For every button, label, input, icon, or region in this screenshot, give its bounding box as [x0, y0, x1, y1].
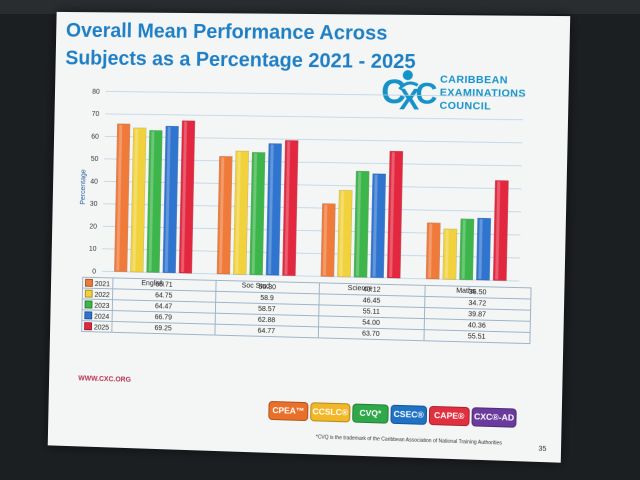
bar-maths-2022	[443, 229, 457, 280]
website-link[interactable]: WWW.CXC.ORG	[78, 375, 131, 383]
table-cell: 63.70	[318, 327, 423, 341]
bar-maths-2021	[426, 223, 440, 279]
badge-0: CPEA™	[268, 401, 308, 421]
bar-science-2022	[337, 190, 352, 277]
bar-soc-stud-2022	[233, 151, 248, 275]
bar-english-2024	[163, 126, 179, 273]
badge-5: CXC®-AD	[471, 407, 516, 428]
table-row-label: 2021	[83, 277, 113, 289]
table-row-label: 2025	[82, 321, 112, 333]
slide: Overall Mean Performance Across Subjects…	[48, 12, 571, 463]
legend-label: 2022	[94, 291, 109, 298]
legend-swatch	[84, 311, 92, 319]
badge-1: CCSLC®	[310, 402, 350, 422]
bar-english-2023	[147, 130, 163, 272]
chart-bars	[114, 120, 509, 281]
legend-label: 2023	[94, 302, 109, 309]
table-cell: 69.25	[112, 321, 215, 335]
bar-soc-stud-2023	[250, 152, 265, 275]
y-tick-label-6: 60	[91, 134, 99, 141]
legend-label: 2024	[94, 313, 109, 320]
legend-label: 2021	[95, 280, 110, 287]
y-tick-label-4: 40	[90, 179, 98, 186]
bar-maths-2023	[460, 219, 475, 280]
legend-label: 2025	[94, 324, 109, 331]
table-row-label: 2022	[82, 288, 112, 300]
bar-english-2022	[130, 128, 146, 272]
legend-swatch	[85, 300, 93, 308]
bar-soc-stud-2021	[217, 156, 232, 274]
bar-soc-stud-2024	[266, 143, 282, 275]
gridline	[105, 114, 523, 120]
bar-science-2023	[354, 171, 369, 277]
trademark-note: *CVQ is the trademark of the Caribbean A…	[316, 434, 502, 446]
y-tick-label-3: 30	[90, 201, 98, 208]
page-number: 35	[538, 446, 546, 453]
y-tick-label-7: 70	[92, 111, 100, 118]
bar-maths-2024	[476, 218, 491, 280]
table-cell: 55.51	[423, 330, 530, 344]
bar-science-2024	[371, 174, 386, 278]
badge-2: CVQ*	[352, 403, 389, 423]
y-tick-label-5: 50	[91, 156, 99, 163]
table-cell: 64.77	[214, 324, 318, 338]
bar-science-2025	[387, 151, 403, 278]
legend-swatch	[85, 278, 93, 286]
badge-4: CAPE®	[429, 406, 470, 426]
y-tick-label-1: 10	[89, 246, 97, 253]
legend-swatch	[85, 289, 93, 297]
data-table: 2021 65.71 56.30 40.12 36.50 2022 64.75 58.9 46.…	[81, 277, 531, 344]
bar-maths-2025	[493, 180, 508, 280]
y-axis-ticks: 0 10 20 30 40 50 60 70 80	[88, 89, 100, 276]
y-tick-label-8: 80	[92, 89, 100, 96]
bar-science-2021	[321, 204, 336, 277]
bar-chart: 01020304050607080 Percentage English Soc …	[51, 12, 570, 300]
y-tick-label-0: 0	[92, 269, 96, 276]
bar-soc-stud-2025	[282, 140, 298, 275]
table-row-label: 2023	[82, 299, 112, 311]
bar-english-2021	[114, 124, 130, 272]
table-row-label: 2024	[82, 310, 112, 322]
y-axis-label: Percentage	[80, 169, 88, 205]
y-tick-label-2: 20	[89, 224, 97, 231]
legend-swatch	[84, 322, 92, 330]
badge-3: CSEC®	[390, 405, 427, 425]
gridline	[106, 91, 524, 96]
